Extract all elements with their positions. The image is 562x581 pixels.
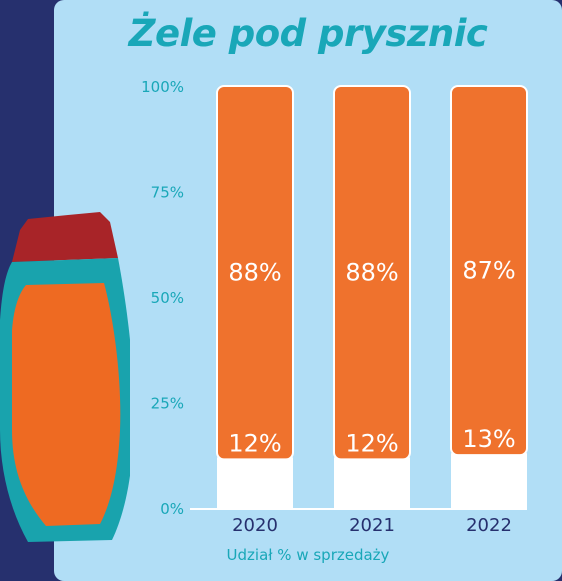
x-tick-label: 2021: [349, 515, 395, 536]
x-axis-title: Udział % w sprzedaży: [226, 546, 390, 564]
bars: 88% 12% 88% 12% 87% 13%: [216, 85, 528, 508]
data-label-top: 87%: [462, 257, 515, 285]
bar-segment-bottom: [334, 457, 410, 508]
data-label-top: 88%: [345, 259, 398, 287]
shower-gel-bottle-icon: [0, 212, 130, 542]
x-tick-label: 2022: [466, 515, 512, 536]
y-tick-label: 50%: [151, 289, 184, 307]
bar-segment-bottom: [451, 453, 527, 508]
chart-title: Żele pod prysznic: [128, 12, 488, 55]
y-tick-label: 25%: [151, 395, 184, 413]
data-label-top: 88%: [228, 259, 281, 287]
y-axis: 0% 25% 50% 75% 100%: [141, 78, 184, 518]
y-tick-label: 100%: [141, 78, 184, 96]
y-tick-label: 0%: [160, 500, 184, 518]
bar-segment-top: [333, 85, 411, 461]
x-tick-label: 2020: [232, 515, 278, 536]
bar-segment-top: [216, 85, 294, 461]
bar-segment-bottom: [217, 457, 293, 508]
y-tick-label: 75%: [151, 184, 184, 202]
x-axis: 2020 2021 2022: [232, 515, 512, 536]
data-label-bottom: 12%: [228, 429, 281, 457]
data-label-bottom: 13%: [462, 425, 515, 453]
bar-segment-top: [450, 85, 528, 457]
data-label-bottom: 12%: [345, 429, 398, 457]
